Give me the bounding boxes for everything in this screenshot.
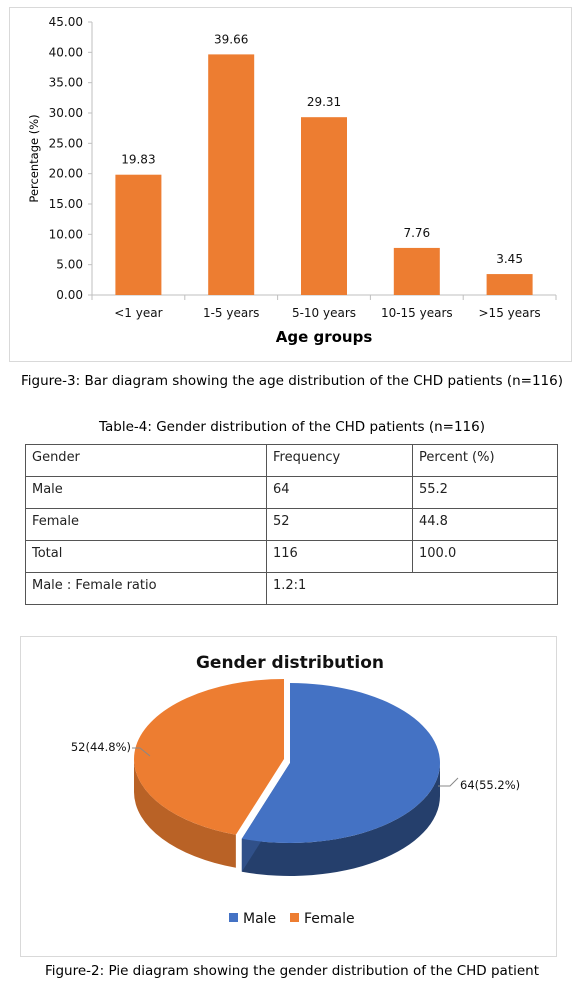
table-4-caption: Table-4: Gender distribution of the CHD … (98, 419, 486, 435)
cell-gender: Total (25, 540, 267, 573)
x-tick-label: >15 years (479, 306, 541, 320)
bar (393, 247, 440, 295)
bar (486, 274, 533, 295)
figure-3-caption: Figure-3: Bar diagram showing the age di… (20, 373, 564, 389)
x-tick-label: <1 year (114, 306, 162, 320)
pie-slice-female-group (133, 679, 284, 868)
header-percent: Percent (%) (412, 444, 558, 477)
gender-pie-chart: Gender distribution 64(55.2%) 52(44.8%) Mal… (71, 653, 520, 927)
bar-data-label: 39.66 (214, 32, 248, 46)
y-tick-label: 20.00 (49, 167, 83, 181)
x-axis-title: Age groups (276, 328, 373, 346)
legend-swatch-male (229, 913, 238, 922)
figure-2-caption: Figure-2: Pie diagram showing the gender… (44, 963, 540, 979)
bar-data-label: 29.31 (307, 95, 341, 109)
cell-frequency: 64 (266, 476, 413, 509)
cell-percent: 100.0 (412, 540, 558, 573)
table-row: Total 116 100.0 (25, 540, 558, 573)
pie-legend: Male Female (229, 911, 355, 927)
pie-slice-female-side (134, 759, 236, 868)
cell-percent: 55.2 (412, 476, 558, 509)
pie-slice-male-side (241, 763, 440, 876)
bar-chart-frame (9, 7, 572, 362)
cell-frequency: 116 (266, 540, 413, 573)
bar-data-label: 7.76 (403, 226, 430, 240)
pie-slices (133, 679, 440, 876)
female-leader-line (132, 747, 151, 757)
y-axis-title: Percentage (%) (27, 114, 41, 202)
y-tick-label: 35.00 (49, 76, 83, 90)
legend-label-male: Male (243, 911, 276, 927)
cell-frequency: 52 (266, 508, 413, 541)
pie-chart-frame (20, 636, 557, 957)
y-tick-label: 0.00 (56, 288, 83, 302)
legend-swatch-female (290, 913, 299, 922)
bar-data-label: 19.83 (121, 153, 155, 167)
header-gender: Gender (25, 444, 267, 477)
table-row-ratio: Male : Female ratio 1.2:1 (25, 572, 558, 605)
female-data-label: 52(44.8%) (71, 740, 131, 754)
table-row: Male 64 55.2 (25, 476, 558, 509)
ratio-value: 1.2:1 (266, 572, 558, 605)
pie-slice-female (133, 679, 284, 835)
pie-slice-male (241, 683, 440, 843)
table-row: Female 52 44.8 (25, 508, 558, 541)
gender-table: Gender Frequency Percent (%) Male 64 55.… (25, 444, 558, 605)
male-leader-line (438, 777, 459, 787)
y-tick-label: 30.00 (49, 106, 83, 120)
y-tick-label: 45.00 (49, 15, 83, 29)
y-tick-label: 40.00 (49, 45, 83, 59)
y-tick-label: 10.00 (49, 227, 83, 241)
y-tick-label: 5.00 (56, 258, 83, 272)
cell-gender: Female (25, 508, 267, 541)
table-header-row: Gender Frequency Percent (%) (25, 444, 558, 477)
pie-title: Gender distribution (196, 653, 384, 673)
bar (208, 54, 255, 296)
header-frequency: Frequency (266, 444, 413, 477)
cell-gender: Male (25, 476, 267, 509)
x-tick-label: 10-15 years (381, 306, 453, 320)
male-data-label: 64(55.2%) (460, 778, 520, 792)
cell-percent: 44.8 (412, 508, 558, 541)
legend-label-female: Female (304, 911, 355, 927)
ratio-label: Male : Female ratio (25, 572, 267, 605)
y-tick-label: 15.00 (49, 197, 83, 211)
bar (301, 117, 347, 295)
x-tick-label: 5-10 years (292, 306, 356, 320)
y-tick-label: 25.00 (49, 136, 83, 150)
bar (115, 174, 162, 295)
age-bar-chart: 0.00 5.00 10.00 15.00 20.00 25.00 30.00 35.00 40… (27, 15, 557, 346)
bar-data-label: 3.45 (496, 252, 523, 266)
x-tick-label: 1-5 years (203, 306, 259, 320)
